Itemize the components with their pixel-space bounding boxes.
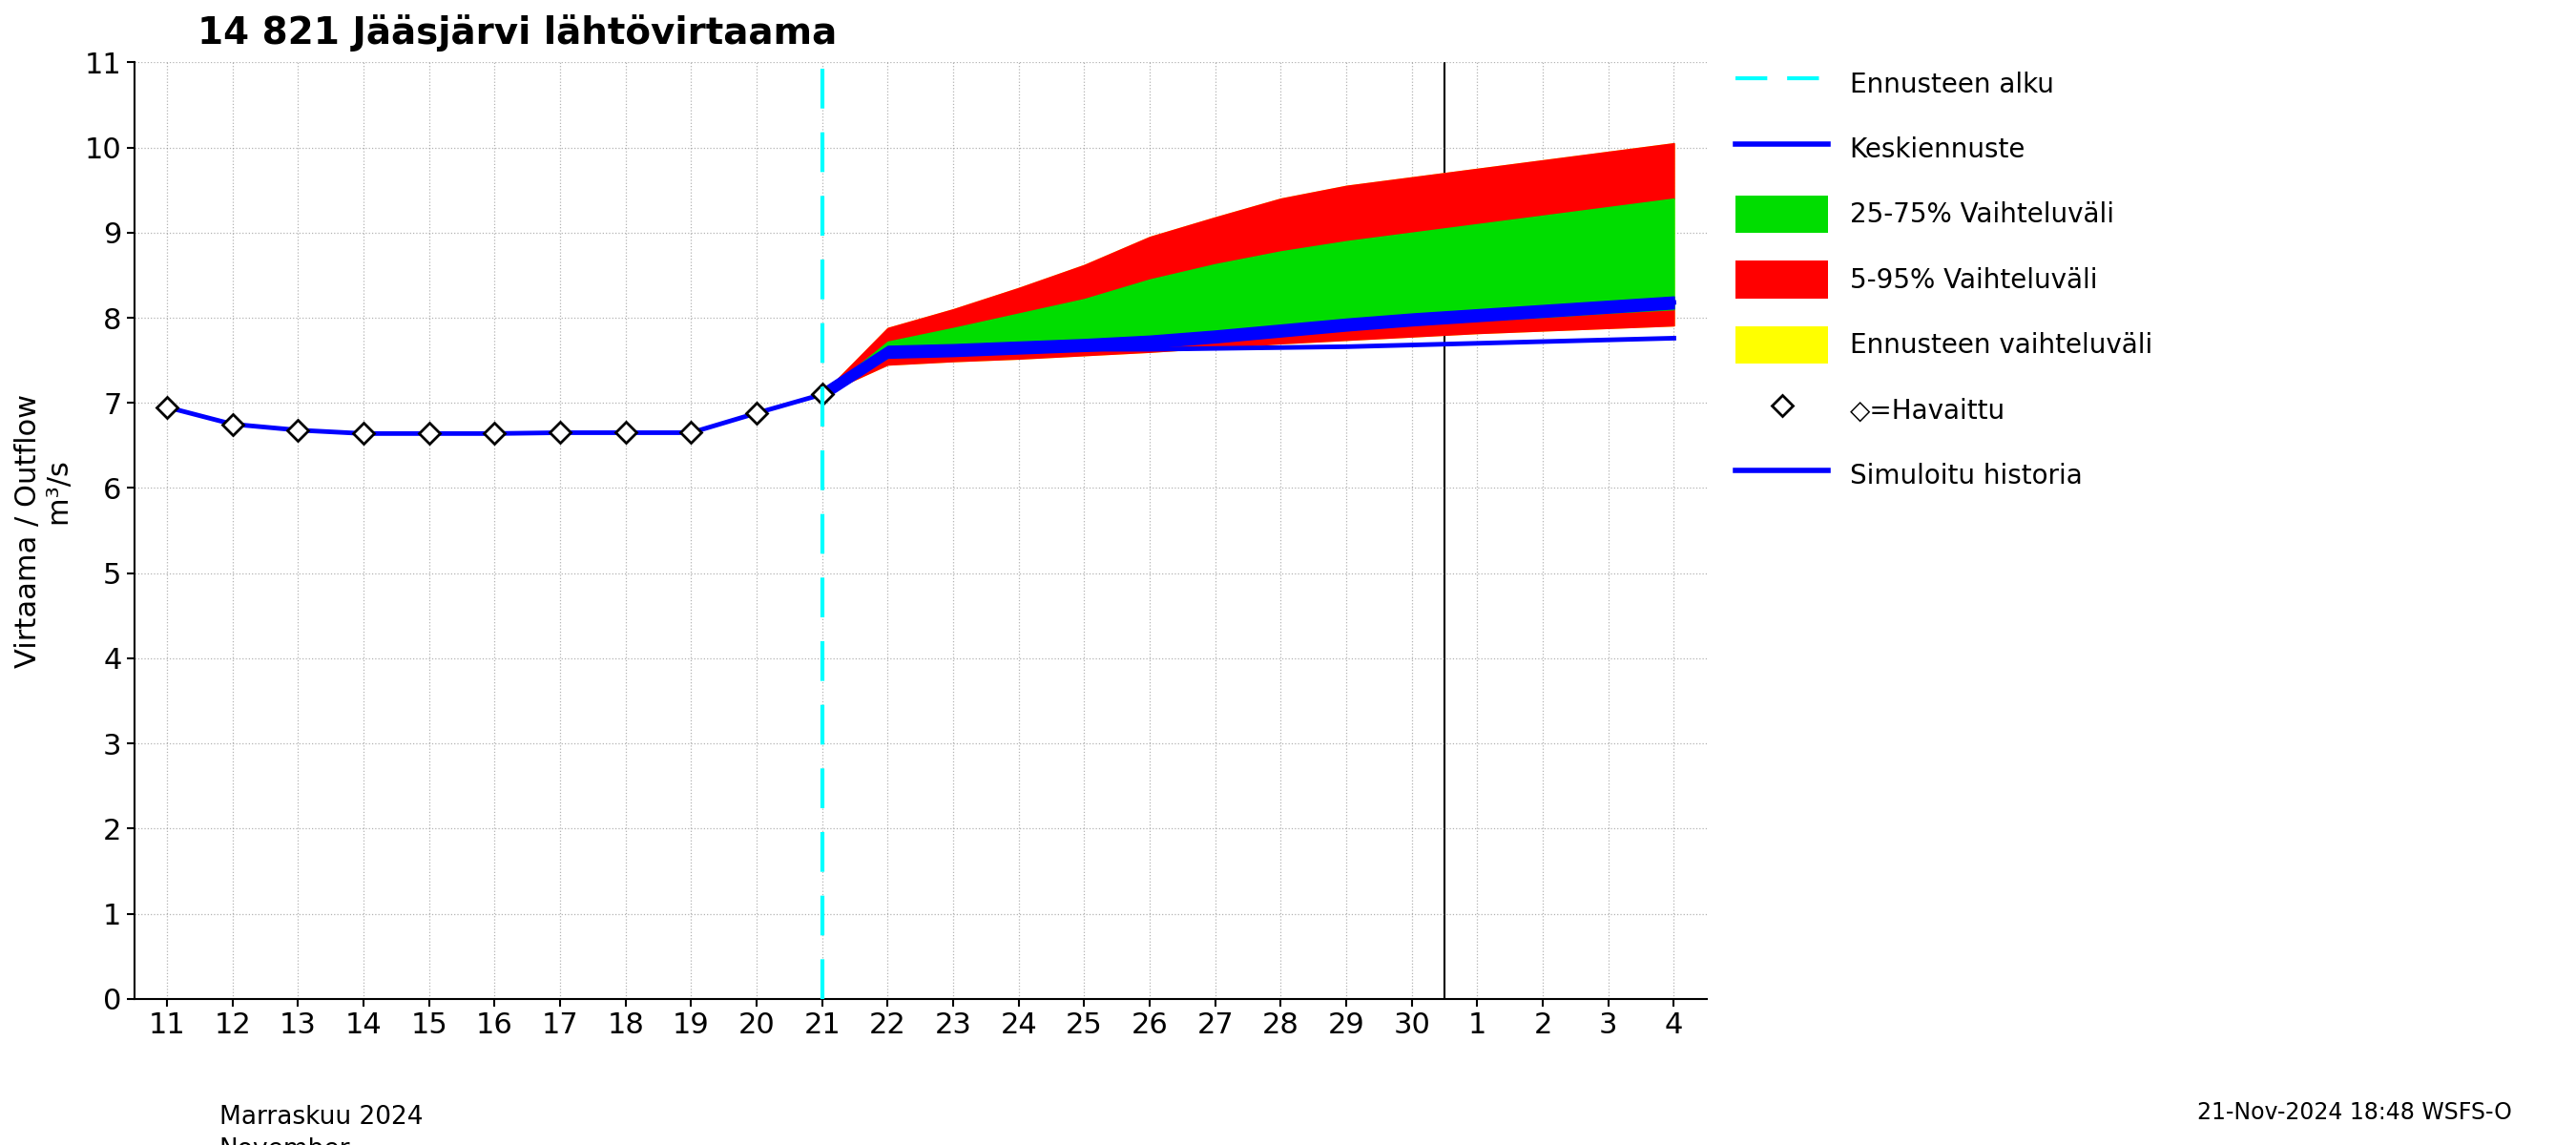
Text: 21-Nov-2024 18:48 WSFS-O: 21-Nov-2024 18:48 WSFS-O <box>2197 1101 2512 1124</box>
Y-axis label: Virtaama / Outflow
        m³/s: Virtaama / Outflow m³/s <box>15 394 75 668</box>
Text: Marraskuu 2024
November: Marraskuu 2024 November <box>219 1105 422 1145</box>
Text: 14 821 Jääsjärvi lähtövirtaama: 14 821 Jääsjärvi lähtövirtaama <box>198 14 837 52</box>
Legend: Ennusteen alku, Keskiennuste, 25-75% Vaihteluväli, 5-95% Vaihteluväli, Ennusteen: Ennusteen alku, Keskiennuste, 25-75% Vai… <box>1728 57 2161 503</box>
